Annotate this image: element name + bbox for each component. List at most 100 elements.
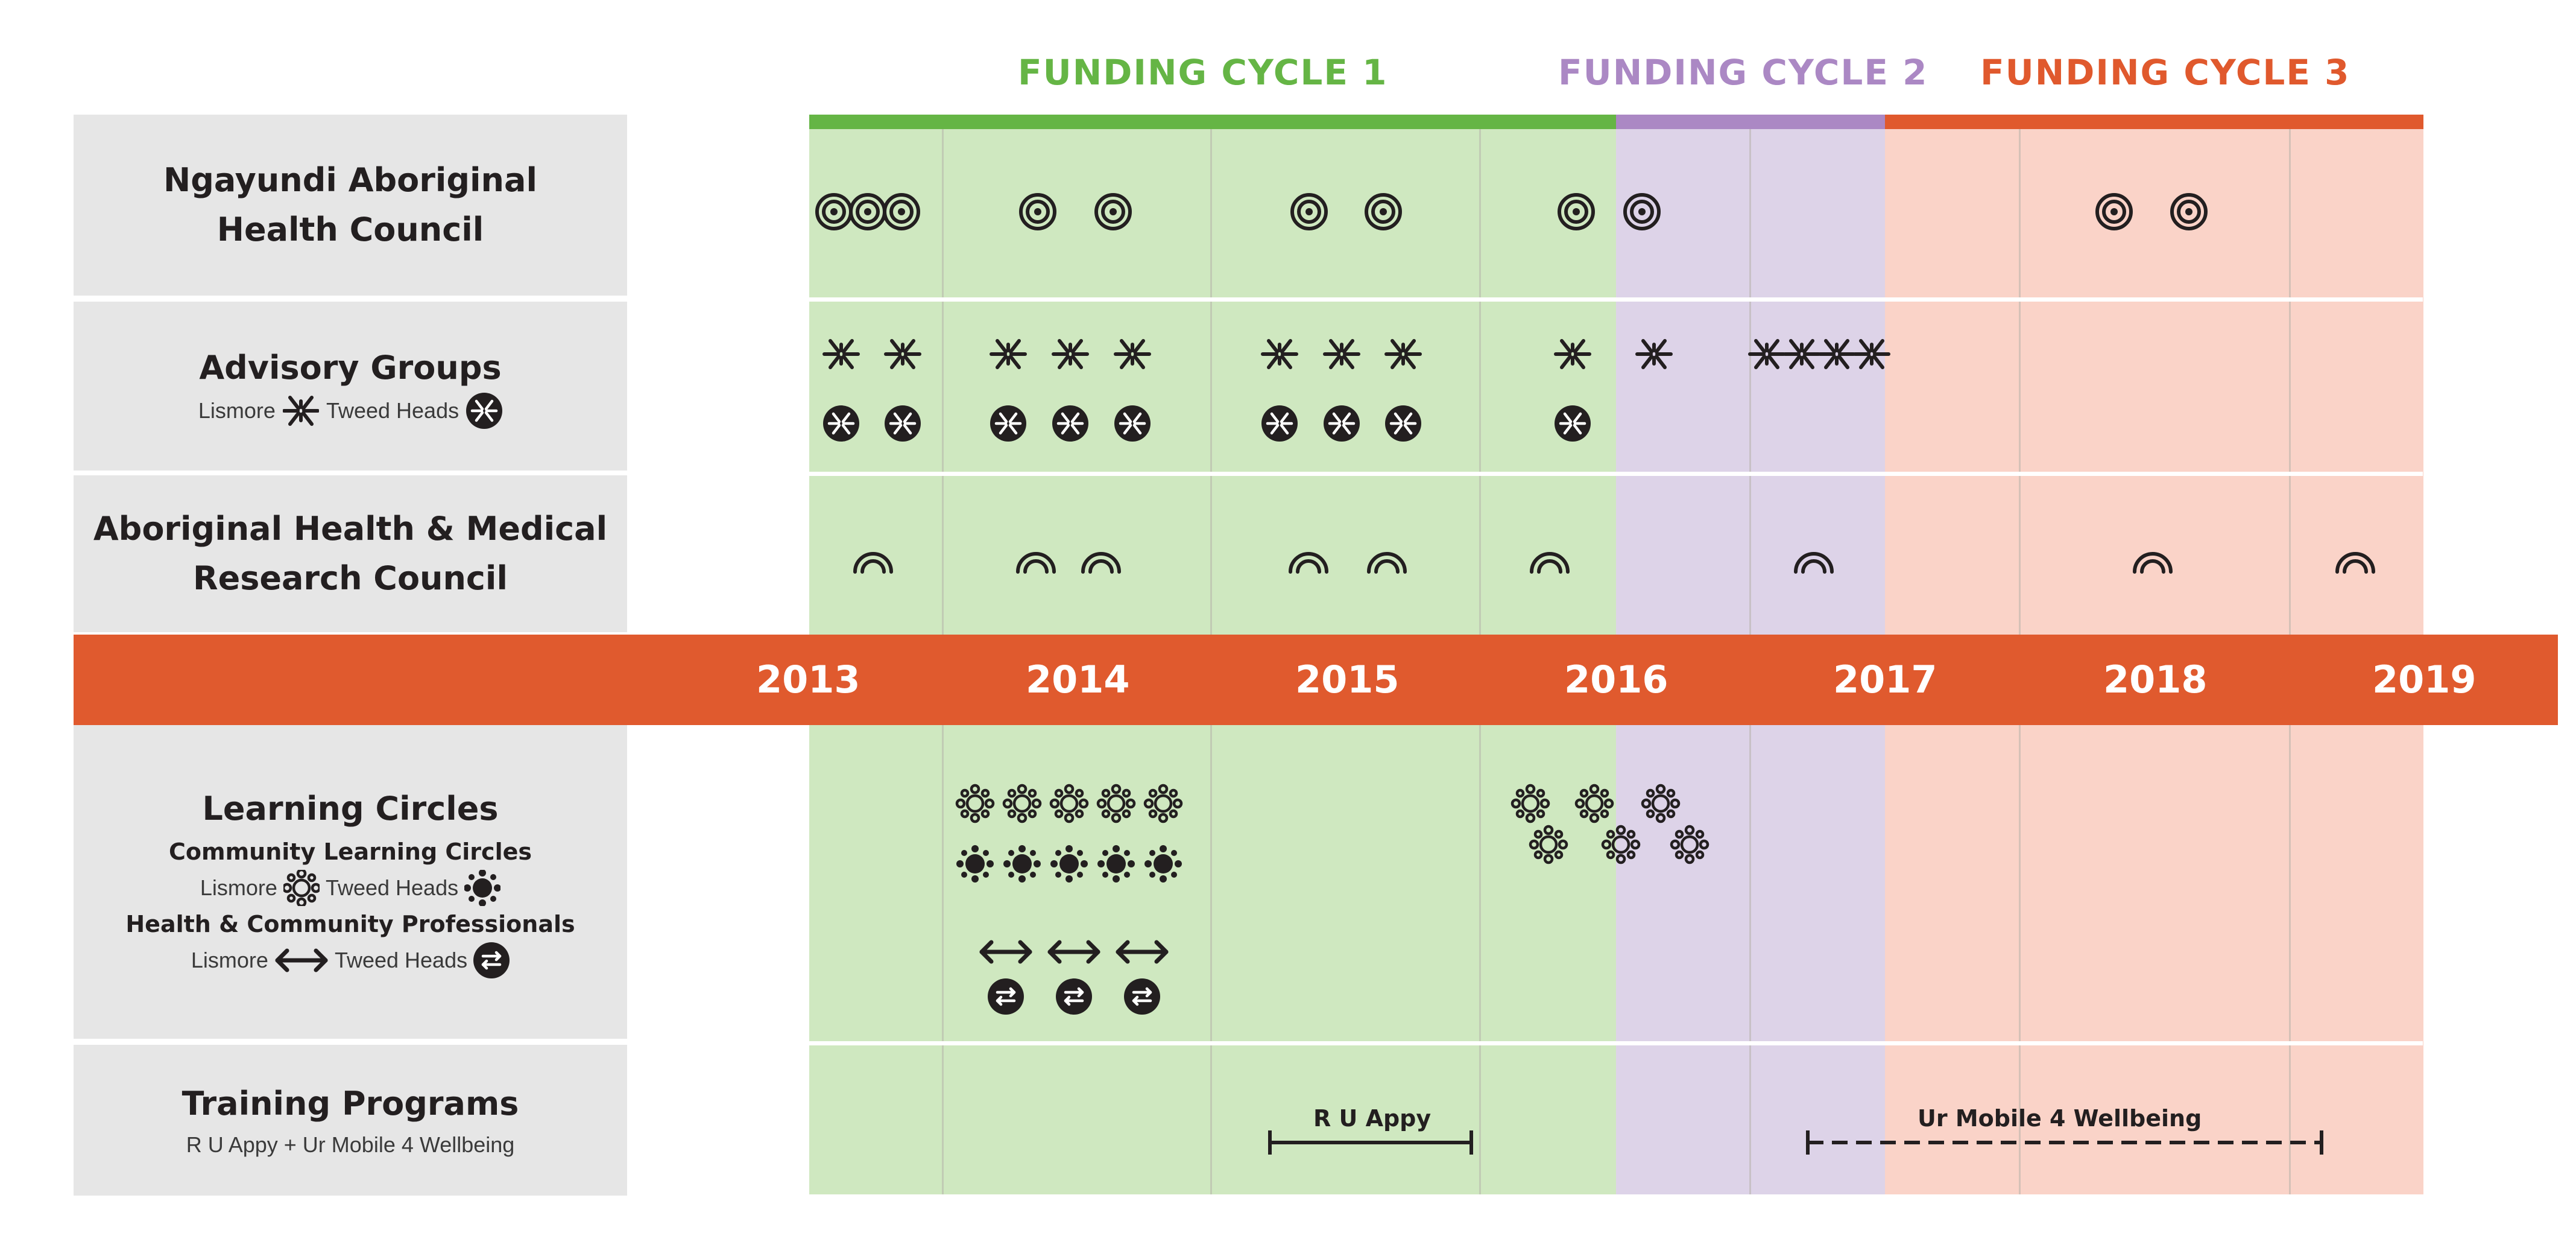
advisory-icons (823, 341, 1889, 442)
concentric-circles-icon (885, 195, 918, 229)
funding-cycle-2-title: FUNDING CYCLE 2 (1558, 52, 1928, 93)
legend-lismore-label: Lismore (198, 398, 276, 423)
concentric-circles-icon (1625, 195, 1659, 229)
research-icons (855, 554, 2373, 572)
training-title: Training Programs (182, 1085, 519, 1123)
flower-outline-icon (1145, 785, 1181, 822)
flower-outline-icon (1004, 785, 1040, 822)
year-label-2017: 2017 (1833, 658, 1937, 702)
training-subtitle: R U Appy + Ur Mobile 4 Wellbeing (186, 1132, 515, 1157)
council-title-line2: Health Council (216, 211, 484, 249)
rainbow-arch-icon (2337, 554, 2373, 572)
year-label-2014: 2014 (1026, 658, 1130, 702)
concentric-circles-icon (1292, 195, 1326, 229)
rainbow-arch-icon (1290, 554, 1327, 572)
funding-cycle-1-title: FUNDING CYCLE 1 (1018, 52, 1388, 93)
legend-tweed-label: Tweed Heads (326, 398, 459, 423)
year-label-2016: 2016 (1564, 658, 1668, 702)
learning-legend2: Lismore Tweed Heads (191, 942, 510, 978)
year-band (74, 635, 2558, 725)
rainbow-arch-icon (1796, 554, 1832, 572)
learning-icons (956, 785, 1708, 1015)
flower-outline-icon (1576, 785, 1612, 822)
concentric-circles-icon (851, 195, 885, 229)
flower-outline-icon (1530, 826, 1567, 863)
double-arrow-icon (1050, 942, 1098, 962)
sparkle-badge-icon (1324, 405, 1360, 442)
program-label-r-u-appy: R U Appy (1313, 1105, 1432, 1132)
legend-tweed-label: Tweed Heads (325, 875, 459, 900)
rainbow-arch-icon (855, 554, 891, 572)
row-label-learning-circles: Learning Circles Community Learning Circ… (74, 724, 627, 1039)
flower-filled-icon (1003, 845, 1041, 883)
learning-legend1: Lismore Tweed Heads (200, 870, 501, 906)
sparkle-badge-icon (1261, 405, 1298, 442)
sparkle-badge-icon (885, 405, 921, 442)
rainbow-arch-icon (2135, 554, 2171, 572)
double-arrow-badge-icon (988, 978, 1024, 1015)
funding-cycle-3-title: FUNDING CYCLE 3 (1980, 52, 2350, 93)
sparkle-icon (1053, 341, 1087, 367)
concentric-circles-icon (1096, 195, 1130, 229)
legend-lismore-label: Lismore (191, 948, 268, 972)
funding-cycle-2-bar (1616, 115, 1885, 129)
flower-outline-icon (1603, 826, 1639, 863)
flower-outline-icon (1051, 785, 1087, 822)
row-separator (808, 472, 2423, 476)
sparkle-badge-icon (1555, 405, 1591, 442)
flower-outline-icon (1512, 785, 1548, 822)
flower-filled-icon (1144, 845, 1182, 883)
row-label-ngayundi-council: Ngayundi Aboriginal Health Council (74, 115, 627, 296)
sparkle-icon (1637, 341, 1671, 367)
sparkle-icon (1263, 341, 1296, 367)
sparkle-icon (1820, 341, 1854, 367)
sparkle-icon (991, 341, 1025, 367)
row-separator (808, 297, 2423, 302)
council-icons (817, 195, 2206, 229)
rainbow-arch-icon (1018, 554, 1054, 572)
concentric-circles-icon (1366, 195, 1400, 229)
row-separator (808, 1041, 2423, 1045)
rainbow-arch-icon (1083, 554, 1119, 572)
advisory-legend: Lismore Tweed Heads (198, 393, 502, 429)
sparkle-icon (886, 341, 920, 367)
sparkle-badge-icon (990, 405, 1026, 442)
rainbow-arch-icon (1369, 554, 1405, 572)
flower-outline-icon (1098, 785, 1134, 822)
year-label-2019: 2019 (2372, 658, 2477, 702)
sparkle-badge-icon (823, 405, 859, 442)
research-title-line2: Research Council (193, 559, 508, 597)
row-label-advisory-groups: Advisory Groups Lismore Tweed Heads (74, 302, 627, 471)
flower-outline-icon (957, 785, 993, 822)
research-title-line1: Aboriginal Health & Medical (93, 510, 608, 548)
funding-cycle-1-bar (809, 115, 1616, 129)
concentric-circles-icon (817, 195, 851, 229)
legend-lismore-label: Lismore (200, 875, 277, 900)
learning-sub2: Health & Community Professionals (125, 911, 575, 937)
concentric-circles-icon (1021, 195, 1055, 229)
concentric-circles-icon (2172, 195, 2206, 229)
program-label-ur-mobile: Ur Mobile 4 Wellbeing (1918, 1105, 2202, 1132)
learning-sub1: Community Learning Circles (168, 838, 532, 865)
sparkle-icon (1325, 341, 1359, 367)
year-label-2013: 2013 (756, 658, 860, 702)
sparkle-icon (1855, 341, 1889, 367)
flower-outline-icon (1643, 785, 1679, 822)
sparkle-icon (1750, 341, 1784, 367)
flower-filled-icon (956, 845, 994, 883)
row-label-research-council: Aboriginal Health & Medical Research Cou… (74, 475, 627, 632)
concentric-circles-icon (2097, 195, 2131, 229)
sparkle-badge-icon (1114, 405, 1151, 442)
legend-tweed-label: Tweed Heads (334, 948, 468, 972)
double-arrow-icon (982, 942, 1030, 962)
flower-filled-icon (1050, 845, 1088, 883)
year-label-2015: 2015 (1295, 658, 1400, 702)
sparkle-icon (1785, 341, 1819, 367)
double-arrow-badge-icon (1056, 978, 1092, 1015)
learning-title: Learning Circles (202, 790, 499, 828)
flower-outline-icon (1672, 826, 1708, 863)
rainbow-arch-icon (1532, 554, 1568, 572)
sparkle-icon (1556, 341, 1589, 367)
concentric-circles-icon (1559, 195, 1593, 229)
